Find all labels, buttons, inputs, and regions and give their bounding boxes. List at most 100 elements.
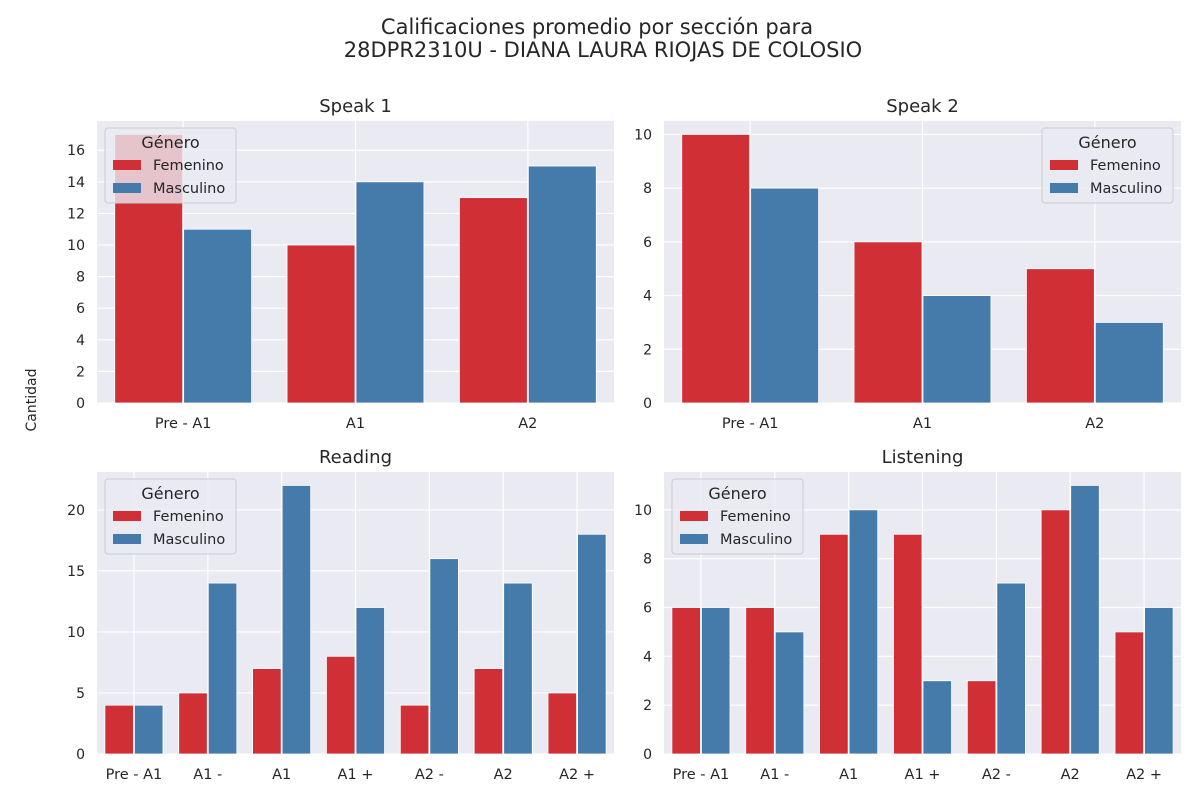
y-tick-label: 2 [76,364,85,380]
x-tick-label: A1 - [193,767,222,783]
y-tick-label: 10 [634,127,652,143]
y-tick-label: 0 [643,747,652,763]
legend-label-masculino: Masculino [153,532,225,548]
bar-masculino-3 [281,485,312,755]
x-tick-label: A2 [1085,416,1104,432]
legend-swatch-femenino [113,160,141,170]
bar-femenino-6 [473,668,504,755]
y-tick-label: 6 [76,301,85,317]
bar-femenino-2 [745,607,775,755]
legend-title: Género [141,484,199,503]
x-tick-label: A2 [494,767,513,783]
x-tick-label: A1 [272,767,291,783]
bar-masculino-1 [134,704,164,755]
bar-masculino-3 [527,165,597,404]
y-tick-label: 0 [76,747,85,763]
legend: Género Femenino Masculino [1041,127,1174,204]
legend-label-femenino: Femenino [153,158,224,174]
bar-femenino-1 [104,704,134,755]
figure-title-line-1: Calificaciones promedio por sección para [381,15,813,39]
x-tick-label: A1 + [338,767,374,783]
subplot-2: 0 2 4 6 8 10 Pre - A1 A1 A2 Speak 2 Género Femenino… [634,96,1181,432]
legend-swatch-masculino [680,534,708,544]
bar-femenino-7 [547,692,577,755]
legend-label-femenino: Femenino [1090,158,1161,174]
legend-swatch-femenino [1050,160,1078,170]
bar-masculino-5 [996,582,1026,755]
y-axis-label: Cantidad [24,369,40,432]
x-tick-label: A1 [839,767,858,783]
bar-masculino-2 [922,295,992,404]
legend-swatch-femenino [680,511,708,521]
bar-femenino-6 [1040,509,1071,755]
bar-femenino-3 [819,533,849,755]
bar-femenino-3 [1026,268,1095,404]
subplot-4: 0 2 4 6 8 10 Pre - A1 A1 - A1 A1 + A2 - A2 A2 + Liste… [634,447,1181,783]
legend-title: Género [1078,133,1136,152]
legend-swatch-femenino [113,511,141,521]
bar-masculino-7 [577,533,607,755]
x-tick-label: A2 - [415,767,444,783]
y-tick-label: 4 [76,333,85,349]
y-tick-label: 8 [76,270,85,286]
bar-masculino-5 [429,558,459,755]
x-tick-label: A2 + [1126,767,1162,783]
x-tick-label: A1 [346,416,365,432]
legend-label-masculino: Masculino [1090,181,1162,197]
subplot-title: Speak 2 [886,96,959,117]
legend: Género Femenino Masculino [671,478,804,555]
x-tick-label: A2 - [982,767,1011,783]
bar-femenino-4 [326,655,356,755]
y-tick-label: 10 [634,503,652,519]
bar-femenino-1 [681,134,751,404]
y-tick-label: 4 [643,289,652,305]
bar-masculino-6 [1070,485,1100,755]
y-tick-label: 15 [67,564,85,580]
y-tick-label: 5 [76,686,85,702]
legend: Género Femenino Masculino [104,127,237,204]
bar-masculino-4 [355,607,385,755]
subplot-title: Speak 1 [319,96,392,117]
y-tick-label: 2 [643,342,652,358]
bar-masculino-1 [701,607,731,755]
bar-femenino-3 [252,668,282,755]
legend-swatch-masculino [1050,183,1078,193]
y-tick-label: 14 [67,175,85,191]
y-tick-label: 2 [643,698,652,714]
y-tick-label: 8 [643,181,652,197]
legend-swatch-masculino [113,183,141,193]
x-tick-label: A2 + [559,767,595,783]
x-tick-label: Pre - A1 [673,767,730,783]
subplot-title: Reading [319,447,392,468]
subplot-title: Listening [882,447,964,468]
bar-femenino-7 [1114,631,1144,755]
y-tick-label: 6 [643,235,652,251]
bar-femenino-5 [966,680,997,755]
y-tick-label: 4 [643,649,652,665]
bar-femenino-5 [399,704,430,755]
bar-masculino-2 [207,582,238,755]
x-tick-label: A2 [518,416,537,432]
y-tick-label: 20 [67,503,85,519]
y-tick-label: 16 [67,143,85,159]
x-tick-label: A2 [1061,767,1080,783]
y-tick-label: 8 [643,552,652,568]
bar-masculino-1 [750,187,820,404]
bar-masculino-2 [355,181,425,404]
subplot-grid: 0 2 4 6 8 10 12 14 16 Pre - A1 A1 A2 Speak 1 Género Fe… [67,96,1181,783]
x-tick-label: A1 - [760,767,789,783]
bar-femenino-3 [458,197,528,404]
legend-label-femenino: Femenino [720,509,791,525]
x-tick-label: A1 + [905,767,941,783]
y-tick-label: 10 [67,625,85,641]
x-tick-label: Pre - A1 [155,416,212,432]
y-tick-label: 12 [67,206,85,222]
y-tick-label: 0 [76,396,85,412]
y-tick-label: 10 [67,238,85,254]
bar-femenino-1 [671,607,701,755]
subplot-3: 0 5 10 15 20 Pre - A1 A1 - A1 A1 + A2 - A2 A2 + Read… [67,447,614,783]
bar-masculino-4 [922,680,952,755]
bar-femenino-2 [178,692,208,755]
legend-title: Género [708,484,766,503]
